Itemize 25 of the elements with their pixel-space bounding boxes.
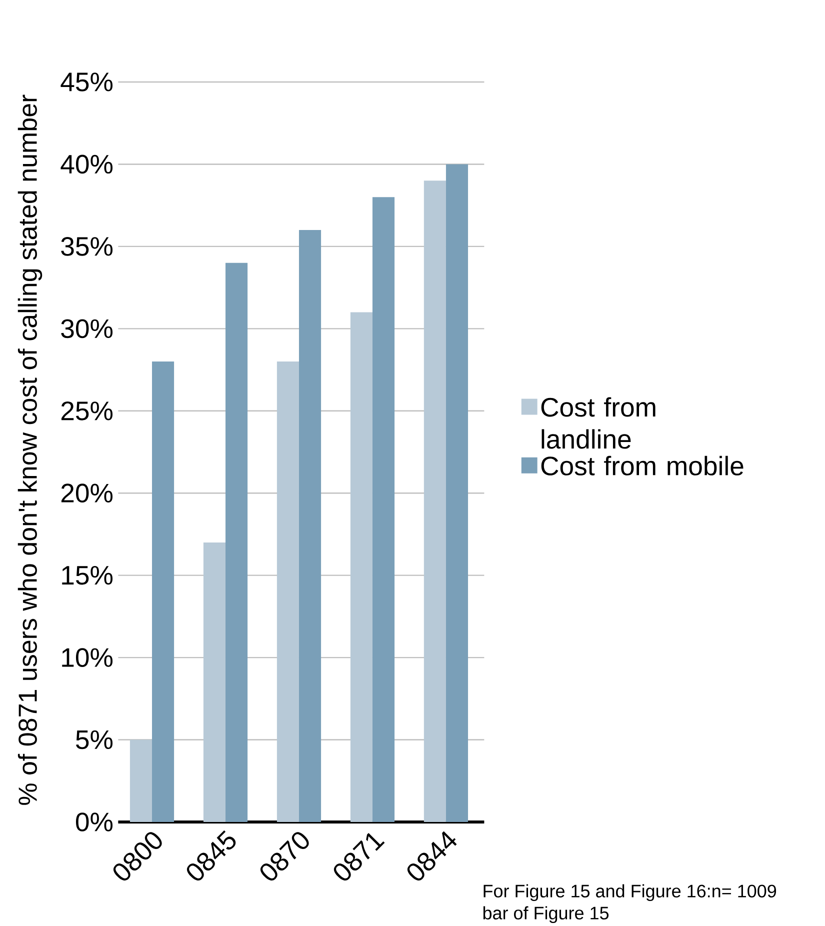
y-tick-label: 30% [61,319,113,338]
bar [424,180,446,822]
bar [225,262,248,822]
y-tick-label: 45% [60,72,113,92]
y-tick-label: 40% [60,154,113,174]
y-tick-label: 5% [76,730,113,750]
bar [203,542,226,822]
text: For Figure 15 and Figure 16:n= 1009 [484,884,776,902]
bar [298,230,322,822]
y-tick-label: 35% [61,237,113,256]
bar [130,740,152,822]
y-tick-label: 10% [62,648,113,667]
bar [372,197,395,822]
legend-label: Cost from landline [541,397,656,449]
bar [152,362,174,822]
legend-label: Cost from mobile [541,456,744,476]
bar [350,312,372,822]
y-tick-label: 0% [76,812,113,832]
text: bar of Figure 15 [483,906,609,924]
y-axis-title: % of 0871 users who don't know cost of calling stated number [18,94,42,805]
bar [446,164,468,822]
y-tick-label: 25% [61,401,113,420]
y-tick-label: 20% [61,484,113,503]
y-tick-label: 15% [62,566,113,585]
bar [276,362,299,822]
